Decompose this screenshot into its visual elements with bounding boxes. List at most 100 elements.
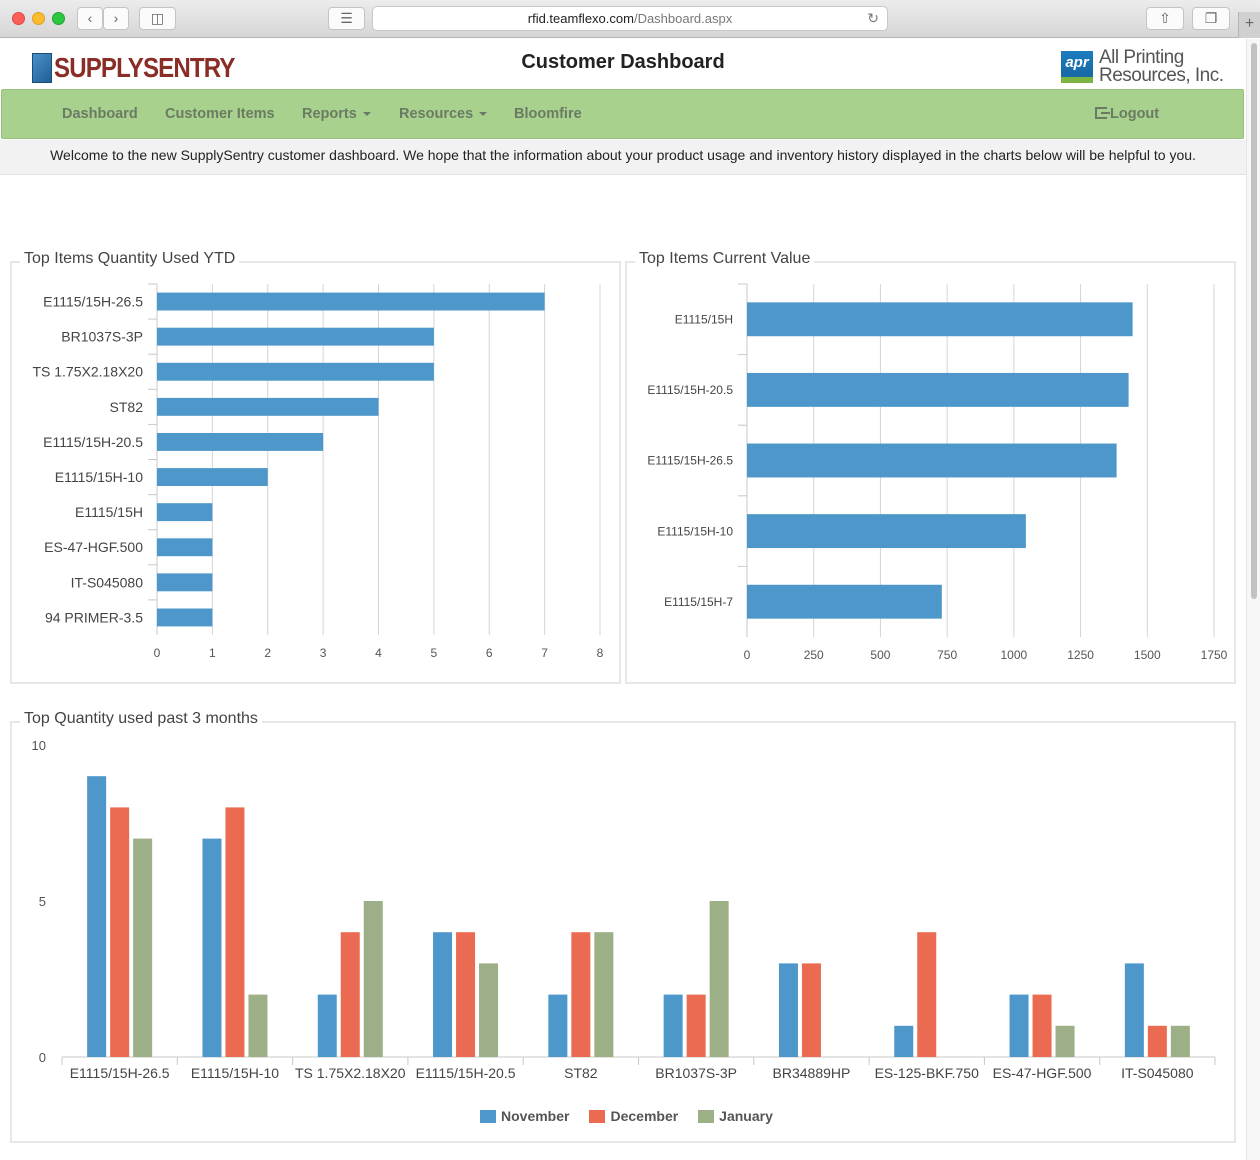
close-window-button[interactable]	[12, 12, 25, 25]
bar	[157, 608, 213, 627]
x-tick-label: 500	[870, 648, 890, 662]
bar	[133, 838, 153, 1057]
bar	[1032, 994, 1052, 1057]
x-tick-label: 0	[744, 648, 751, 662]
bar	[157, 432, 324, 451]
bar	[317, 994, 337, 1057]
supplysentry-logo[interactable]: SUPPLYSENTRY	[32, 51, 264, 85]
chart-title: Top Items Quantity Used YTD	[20, 250, 240, 268]
legend-label: January	[719, 1108, 773, 1124]
nav-dashboard[interactable]: Dashboard	[62, 106, 138, 122]
x-tick-label: 7	[541, 646, 548, 660]
main-nav: Dashboard Customer Items Reports Resourc…	[1, 89, 1244, 139]
bar	[747, 372, 1129, 407]
nav-resources-label: Resources	[399, 106, 474, 122]
zoom-window-button[interactable]	[52, 12, 65, 25]
forward-icon[interactable]: ›	[103, 7, 129, 30]
bar	[686, 994, 706, 1057]
chart-title: Top Quantity used past 3 months	[20, 710, 262, 728]
nav-customer-items[interactable]: Customer Items	[165, 106, 275, 122]
y-tick-label: E1115/15H-20.5	[647, 383, 733, 397]
x-tick-label: IT-S045080	[1121, 1065, 1194, 1081]
caret-down-icon	[362, 112, 371, 117]
share-icon[interactable]: ⇧	[1146, 7, 1184, 30]
legend-item[interactable]: January	[698, 1108, 773, 1124]
y-tick-label: IT-S045080	[71, 574, 144, 590]
bar	[157, 468, 268, 487]
page-scrollbar[interactable]	[1246, 39, 1260, 1160]
y-tick-label: E1115/15H	[75, 504, 143, 520]
x-tick-label: ES-125-BKF.750	[875, 1065, 979, 1081]
bar	[1147, 1025, 1167, 1057]
nav-reports[interactable]: Reports	[302, 90, 371, 138]
x-tick-label: 1500	[1134, 648, 1161, 662]
x-tick-label: 250	[804, 648, 824, 662]
y-tick-label: E1115/15H-26.5	[647, 454, 733, 468]
nav-reports-label: Reports	[302, 106, 357, 122]
new-tab-button[interactable]: +	[1238, 12, 1260, 38]
bar	[157, 292, 545, 311]
bar	[456, 932, 476, 1057]
bar	[157, 362, 434, 381]
y-tick-label: E1115/15H-10	[55, 469, 143, 485]
page-title: Customer Dashboard	[521, 51, 725, 73]
apr-company-name: All Printing Resources, Inc.	[1099, 47, 1224, 86]
layers-icon[interactable]: ☰	[328, 7, 365, 30]
logout-label: Logout	[1110, 106, 1160, 122]
bar	[747, 443, 1117, 478]
bar	[248, 994, 268, 1057]
chart-title: Top Items Current Value	[635, 250, 815, 268]
logout-button[interactable]: Logout	[1095, 90, 1159, 138]
tabs-icon[interactable]: ❐	[1192, 7, 1230, 30]
bar	[778, 963, 798, 1057]
bar	[1170, 1025, 1190, 1057]
legend-item[interactable]: November	[480, 1108, 569, 1124]
logout-icon	[1095, 107, 1110, 119]
y-tick-label: E1115/15H-7	[664, 595, 733, 609]
chart-legend: November December January	[480, 1108, 773, 1124]
x-tick-label: 1000	[1001, 648, 1028, 662]
bar	[747, 514, 1026, 549]
sidebar-icon[interactable]: ◫	[139, 7, 176, 30]
bar	[479, 963, 499, 1057]
bar	[1055, 1025, 1075, 1057]
address-bar[interactable]: rfid.teamflexo.com/Dashboard.aspx ↻	[372, 6, 888, 31]
nav-resources[interactable]: Resources	[399, 90, 488, 138]
y-tick-label: 5	[39, 894, 46, 909]
y-tick-label: ES-47-HGF.500	[44, 539, 143, 555]
bar	[157, 573, 213, 592]
bar	[202, 838, 222, 1057]
minimize-window-button[interactable]	[32, 12, 45, 25]
bar	[157, 327, 434, 346]
apr-logo: apr All Printing Resources, Inc.	[1061, 47, 1224, 86]
apr-line1: All Printing	[1099, 47, 1184, 68]
x-tick-label: 1750	[1201, 648, 1228, 662]
legend-item[interactable]: December	[589, 1108, 678, 1124]
y-tick-label: E1115/15H-10	[657, 524, 733, 538]
scrollbar-thumb[interactable]	[1251, 43, 1257, 599]
x-tick-label: 6	[486, 646, 493, 660]
brand-text: SUPPLYSENTRY	[54, 52, 235, 83]
bar	[157, 397, 379, 416]
y-tick-label: E1115/15H-26.5	[43, 293, 143, 309]
back-icon[interactable]: ‹	[77, 7, 103, 30]
x-tick-label: TS 1.75X2.18X20	[295, 1065, 406, 1081]
bar	[157, 538, 213, 557]
x-tick-label: ES-47-HGF.500	[993, 1065, 1092, 1081]
y-tick-label: 94 PRIMER-3.5	[45, 609, 143, 625]
bar	[363, 901, 383, 1057]
bar	[340, 932, 360, 1057]
nav-bloomfire[interactable]: Bloomfire	[514, 106, 582, 122]
url-domain: rfid.teamflexo.com	[527, 11, 634, 26]
x-tick-label: BR34889HP	[773, 1065, 851, 1081]
reload-icon[interactable]: ↻	[867, 10, 879, 26]
apr-line2: Resources, Inc.	[1099, 65, 1224, 86]
legend-swatch-january	[698, 1109, 715, 1123]
bar	[1009, 994, 1029, 1057]
bar	[110, 807, 130, 1057]
y-tick-label: 10	[32, 738, 46, 753]
y-tick-label: E1115/15H-20.5	[43, 434, 143, 450]
